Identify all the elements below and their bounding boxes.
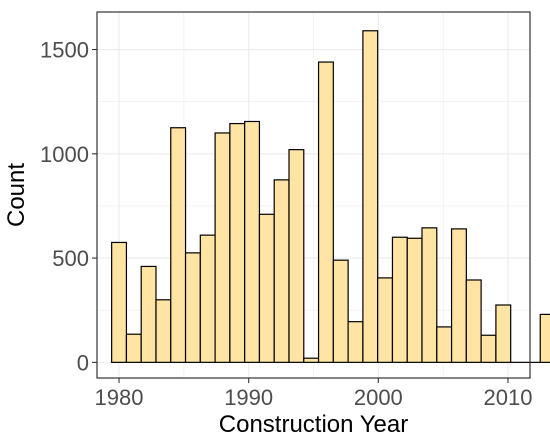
histogram-bar bbox=[495, 304, 512, 363]
histogram-bar bbox=[539, 313, 550, 363]
y-tick-label: 0 bbox=[77, 350, 89, 375]
y-axis-ticks: 0 500 1000 1500 bbox=[40, 38, 97, 375]
histogram-bar bbox=[244, 120, 261, 363]
histogram-bar bbox=[421, 227, 438, 363]
histogram-bar bbox=[273, 179, 290, 363]
histogram-bar bbox=[229, 122, 246, 363]
histogram-bar bbox=[480, 334, 497, 363]
x-tick-label: 2000 bbox=[354, 385, 403, 410]
histogram-bar bbox=[450, 228, 467, 363]
histogram-bar bbox=[125, 333, 142, 363]
x-tick-label: 2010 bbox=[483, 385, 532, 410]
histogram-bar bbox=[317, 61, 334, 363]
y-axis-title: Count bbox=[3, 163, 30, 227]
histogram-bar bbox=[140, 265, 157, 363]
histogram-bars bbox=[111, 30, 550, 363]
histogram-bar bbox=[406, 237, 423, 363]
y-tick-label: 500 bbox=[52, 246, 89, 271]
histogram-bar bbox=[377, 277, 394, 363]
histogram-bar bbox=[332, 259, 349, 363]
histogram-bar bbox=[184, 252, 201, 363]
x-axis-title: Construction Year bbox=[219, 411, 408, 438]
x-tick-label: 1990 bbox=[224, 385, 273, 410]
histogram-bar bbox=[303, 357, 320, 363]
y-tick-label: 1500 bbox=[40, 38, 89, 63]
histogram-bar bbox=[465, 279, 482, 363]
x-axis-ticks: 1980 1990 2000 2010 bbox=[95, 378, 532, 410]
histogram-bar bbox=[199, 234, 216, 363]
histogram-bar bbox=[258, 213, 275, 363]
histogram-bar bbox=[391, 236, 408, 363]
x-tick-label: 1980 bbox=[95, 385, 144, 410]
histogram-bar bbox=[111, 241, 128, 363]
histogram-bar bbox=[214, 132, 231, 363]
histogram-bar bbox=[288, 149, 305, 363]
histogram-bar bbox=[155, 299, 172, 363]
histogram-bar bbox=[170, 127, 187, 363]
histogram-bar bbox=[347, 321, 364, 363]
panel-border bbox=[96, 11, 531, 379]
y-tick-label: 1000 bbox=[40, 142, 89, 167]
histogram-bar bbox=[436, 326, 453, 363]
histogram-bar bbox=[362, 30, 379, 363]
